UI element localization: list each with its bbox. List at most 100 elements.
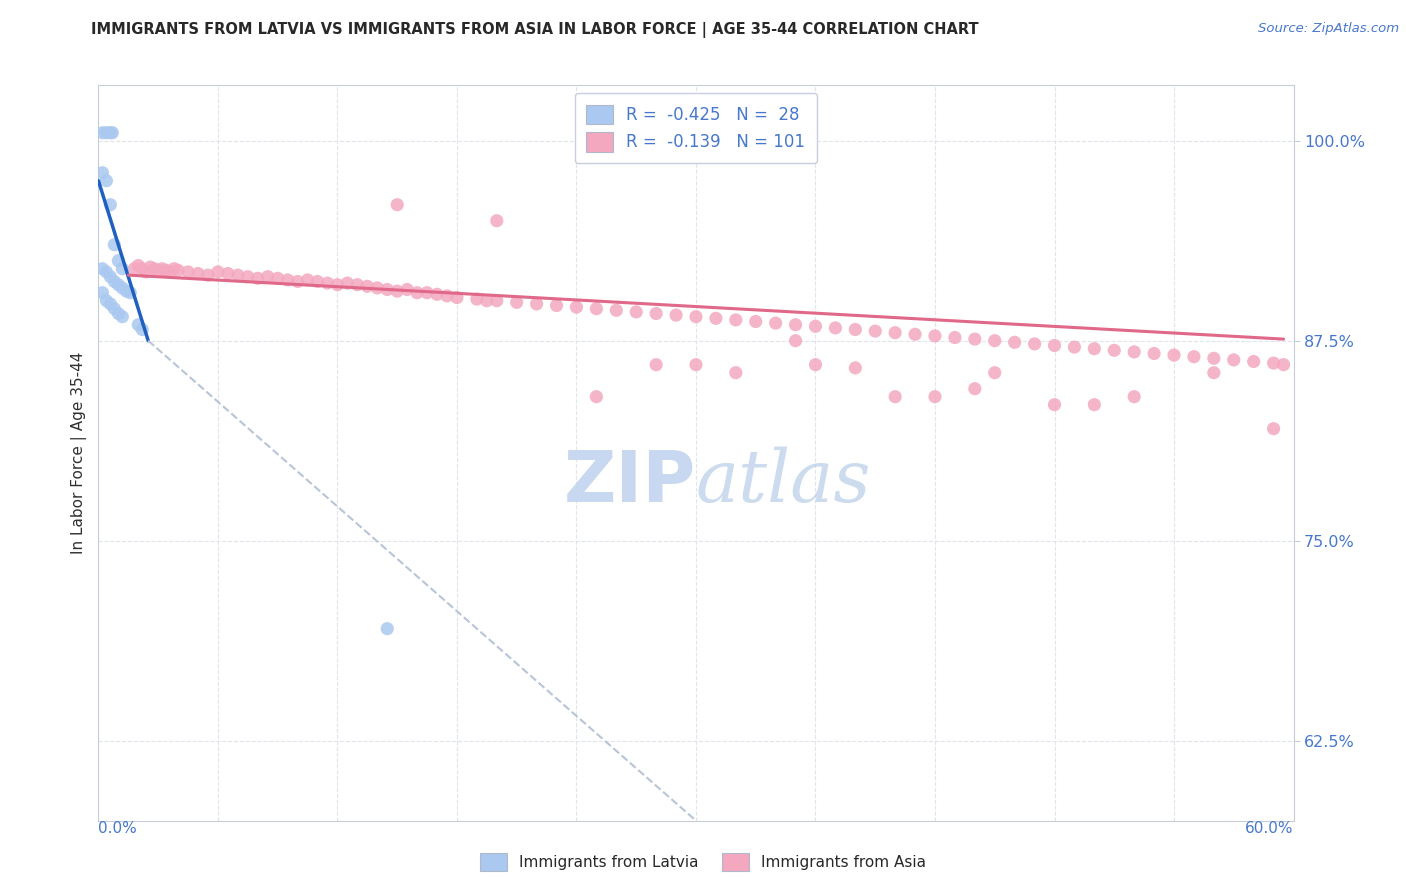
Text: Source: ZipAtlas.com: Source: ZipAtlas.com [1258, 22, 1399, 36]
Point [1202, 366, 1225, 380]
Point [963, 382, 986, 396]
Point [256, 269, 278, 284]
Point [91, 261, 114, 276]
Point [326, 277, 349, 292]
Point [277, 273, 299, 287]
Point [103, 237, 125, 252]
Point [724, 366, 747, 380]
Point [148, 263, 170, 277]
Point [98, 126, 122, 140]
Point [1024, 337, 1046, 351]
Point [297, 273, 319, 287]
Point [127, 259, 149, 273]
Point [585, 390, 607, 404]
Point [375, 622, 398, 636]
Point [546, 298, 568, 312]
Point [1223, 352, 1246, 367]
Y-axis label: In Labor Force | Age 35-44: In Labor Force | Age 35-44 [72, 351, 87, 554]
Point [1004, 335, 1026, 350]
Point [96, 126, 118, 140]
Text: 0.0%: 0.0% [98, 821, 138, 836]
Point [436, 289, 458, 303]
Point [307, 275, 329, 289]
Point [167, 263, 190, 277]
Legend: R =  -0.425   N =  28, R =  -0.139   N = 101: R = -0.425 N = 28, R = -0.139 N = 101 [575, 93, 817, 163]
Point [267, 271, 290, 285]
Point [1104, 343, 1126, 358]
Point [217, 267, 239, 281]
Point [385, 198, 409, 212]
Point [804, 358, 827, 372]
Point [704, 311, 727, 326]
Point [1083, 398, 1105, 412]
Point [585, 822, 607, 836]
Point [943, 330, 966, 344]
Point [526, 297, 548, 311]
Point [135, 265, 157, 279]
Point [98, 269, 122, 284]
Point [984, 366, 1007, 380]
Point [316, 276, 339, 290]
Text: atlas: atlas [696, 447, 872, 517]
Point [163, 261, 186, 276]
Point [111, 310, 134, 324]
Point [685, 358, 707, 372]
Point [645, 358, 668, 372]
Point [1263, 356, 1285, 370]
Point [226, 268, 249, 282]
Point [605, 303, 627, 318]
Point [724, 313, 747, 327]
Point [396, 283, 419, 297]
Point [91, 166, 114, 180]
Point [120, 285, 142, 300]
Legend: Immigrants from Latvia, Immigrants from Asia: Immigrants from Latvia, Immigrants from … [474, 847, 932, 877]
Point [565, 300, 588, 314]
Point [1263, 422, 1285, 436]
Point [96, 174, 118, 188]
Point [1182, 350, 1205, 364]
Point [356, 279, 378, 293]
Point [1123, 390, 1146, 404]
Point [1272, 358, 1295, 372]
Point [785, 318, 807, 332]
Point [785, 334, 807, 348]
Point [131, 261, 153, 276]
Point [1043, 338, 1066, 352]
Point [884, 390, 907, 404]
Point [91, 126, 114, 140]
Point [107, 306, 129, 320]
Point [111, 281, 134, 295]
Point [375, 283, 398, 297]
Point [745, 314, 768, 328]
Point [159, 265, 181, 279]
Point [1063, 340, 1085, 354]
Point [645, 306, 668, 320]
Point [924, 329, 946, 343]
Point [924, 390, 946, 404]
Point [111, 261, 134, 276]
Point [197, 268, 219, 282]
Point [103, 275, 125, 289]
Point [1083, 342, 1105, 356]
Point [287, 275, 309, 289]
Point [765, 316, 787, 330]
Point [96, 293, 118, 308]
Point [177, 265, 200, 279]
Point [904, 327, 927, 342]
Point [385, 284, 409, 298]
Point [346, 277, 368, 292]
Point [465, 292, 488, 306]
Point [127, 318, 149, 332]
Point [101, 126, 124, 140]
Point [416, 285, 439, 300]
Point [139, 260, 162, 274]
Text: ZIP: ZIP [564, 448, 696, 516]
Point [1243, 354, 1265, 368]
Point [1123, 345, 1146, 359]
Point [187, 267, 209, 281]
Point [585, 301, 607, 316]
Point [131, 322, 153, 336]
Point [475, 293, 498, 308]
Point [1163, 348, 1185, 362]
Point [963, 332, 986, 346]
